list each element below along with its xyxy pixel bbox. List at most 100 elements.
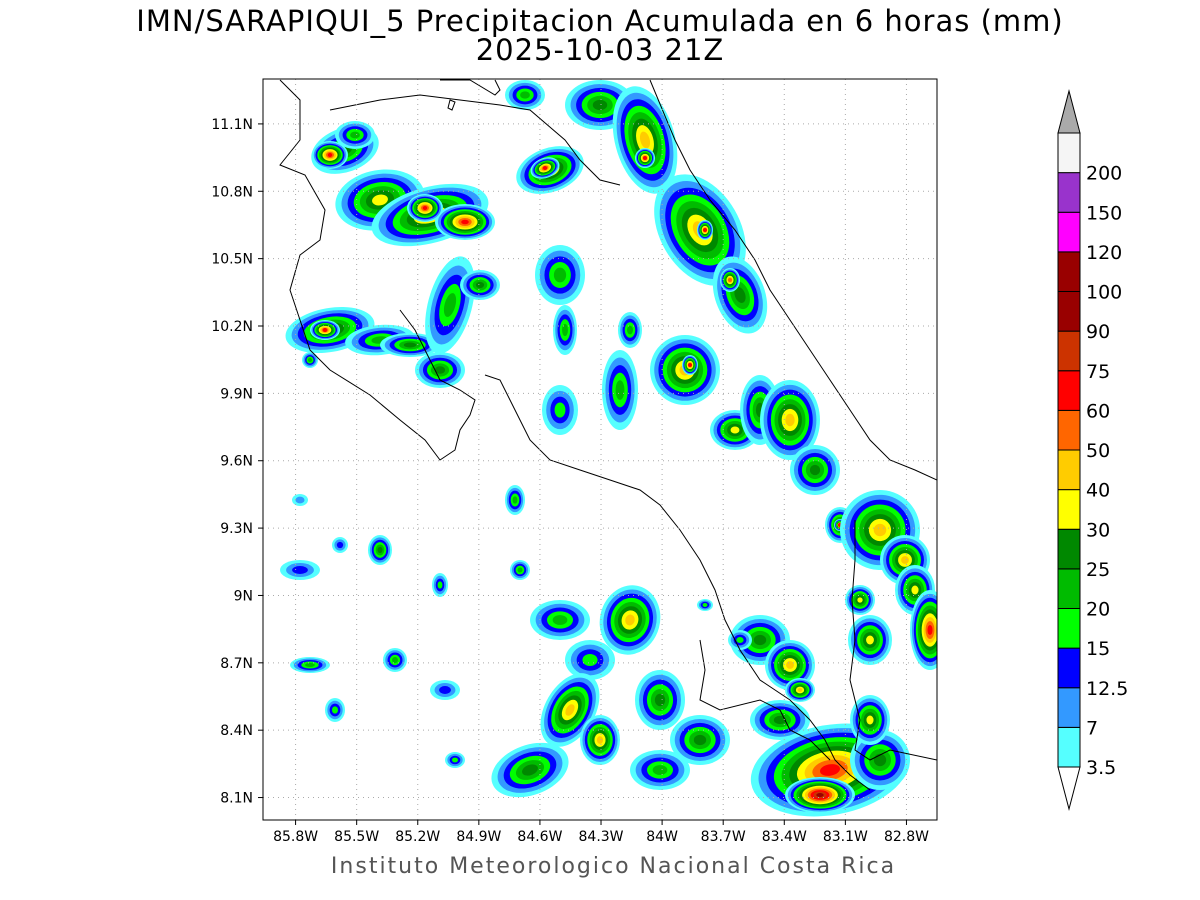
colorbar-swatch [1057, 172, 1081, 213]
precip-cell [565, 640, 615, 680]
lat-tick-label: 8.4N [220, 723, 253, 739]
precip-cell [407, 194, 443, 222]
colorbar: 3.5 7 12.5 15 20 25 30 40 50 60 75 90 100 120 150 200 [1057, 89, 1128, 811]
precip-contour [639, 131, 651, 149]
precip-contour [785, 413, 795, 427]
lat-tick-label: 10.5N [211, 252, 253, 268]
precip-contour [475, 281, 485, 289]
lon-tick-label: 84.9W [456, 829, 501, 845]
lat-tick-label: 9.6N [220, 454, 253, 470]
lat-tick-label: 9.3N [220, 521, 253, 537]
precip-contour [308, 358, 312, 362]
colorbar-swatch [1057, 489, 1081, 530]
colorbar-swatch [1057, 687, 1081, 728]
colorbar-swatch [1057, 132, 1081, 174]
precip-contour [643, 156, 647, 160]
colorbar-swatch [1057, 370, 1081, 411]
precip-cell [280, 560, 320, 580]
precip-cell [460, 270, 500, 300]
map-plot-area [262, 78, 938, 821]
precip-contour [730, 426, 740, 434]
precip-contour [434, 366, 446, 374]
precip-cell [785, 777, 855, 813]
colorbar-swatch [1057, 409, 1081, 451]
colorbar-label: 50 [1086, 440, 1110, 462]
colorbar-label: 12.5 [1086, 678, 1128, 700]
colorbar-swatch [1057, 608, 1081, 649]
precip-contour [615, 380, 625, 400]
precip-contour [911, 585, 919, 595]
coastline [279, 79, 937, 791]
precip-cell [383, 648, 407, 672]
colorbar-label: 40 [1086, 480, 1110, 502]
lat-tick-label: 8.1N [220, 791, 253, 807]
precip-contour [331, 706, 339, 714]
precip-cell [790, 445, 840, 495]
precip-cell [670, 715, 730, 765]
colorbar-label: 120 [1086, 242, 1122, 264]
precip-contour [693, 734, 707, 746]
precip-contour [596, 736, 604, 744]
coastline-segment [849, 520, 937, 761]
coastline-segment [279, 79, 476, 461]
precip-contour [327, 153, 333, 157]
precip-cell [290, 657, 330, 673]
precip-contour [554, 402, 566, 418]
coastline-segment [484, 374, 871, 791]
precip-contour [809, 464, 821, 476]
precip-cell [910, 590, 937, 670]
map-frame [262, 78, 938, 821]
latitude-axis: 11.1N 10.8N 10.5N 10.2N 9.9N 9.6N 9.3N 9N 8.7N 8.… [211, 117, 263, 807]
precip-cell [530, 600, 590, 640]
lat-tick-label: 8.7N [220, 656, 253, 672]
colorbar-over-triangle [1057, 89, 1081, 134]
precip-cell [750, 700, 810, 740]
precip-cell [599, 585, 661, 655]
colorbar-swatch [1057, 251, 1081, 292]
precip-contour [654, 693, 666, 707]
precip-cell [432, 573, 448, 597]
precip-contour [512, 496, 518, 504]
precip-contour [873, 523, 887, 537]
precip-contour [734, 287, 746, 303]
precip-contour [797, 688, 803, 692]
precip-cell [505, 485, 525, 515]
precip-contour [305, 663, 315, 667]
precip-cell [445, 752, 465, 768]
precip-cell [415, 352, 465, 388]
colorbar-swatch [1057, 528, 1081, 570]
precip-contour [403, 342, 417, 348]
map-title: IMN/SARAPIQUI_5 Precipitacion Acumulada … [136, 4, 1064, 38]
colorbar-label: 15 [1086, 638, 1110, 660]
precip-contour [703, 228, 707, 232]
colorbar-label: 20 [1086, 599, 1110, 621]
precip-contour [437, 581, 443, 589]
precip-contour [565, 704, 575, 716]
precip-contour [736, 636, 744, 644]
lon-tick-label: 83.4W [762, 829, 807, 845]
colorbar-swatch [1057, 647, 1081, 689]
precip-contour [873, 753, 887, 767]
colorbar-label: 150 [1086, 202, 1122, 224]
lon-tick-label: 85.5W [334, 829, 379, 845]
precip-cell [542, 385, 578, 435]
precip-contour [377, 546, 383, 554]
institution-credit: Instituto Meteorologico Nacional Costa R… [330, 854, 897, 879]
colorbar-swatch [1057, 726, 1081, 768]
precip-contour [753, 634, 767, 646]
lon-tick-label: 84W [646, 829, 678, 845]
precip-cell [682, 355, 698, 375]
precip-cell [697, 599, 713, 611]
precip-contour [553, 267, 567, 283]
colorbar-label: 75 [1086, 361, 1110, 383]
lon-tick-label: 85.8W [273, 829, 318, 845]
coastline-segment [440, 79, 501, 96]
precip-cell [505, 80, 545, 110]
longitude-axis: 85.8W 85.5W 85.2W 84.9W 84.6W 84.3W 84W 83.7W 83… [273, 820, 929, 845]
precip-cell [602, 350, 638, 430]
precip-contour [323, 328, 327, 332]
precip-contour [517, 567, 523, 573]
precip-contour [372, 194, 388, 206]
precip-cell [302, 352, 318, 368]
colorbar-label: 25 [1086, 559, 1110, 581]
